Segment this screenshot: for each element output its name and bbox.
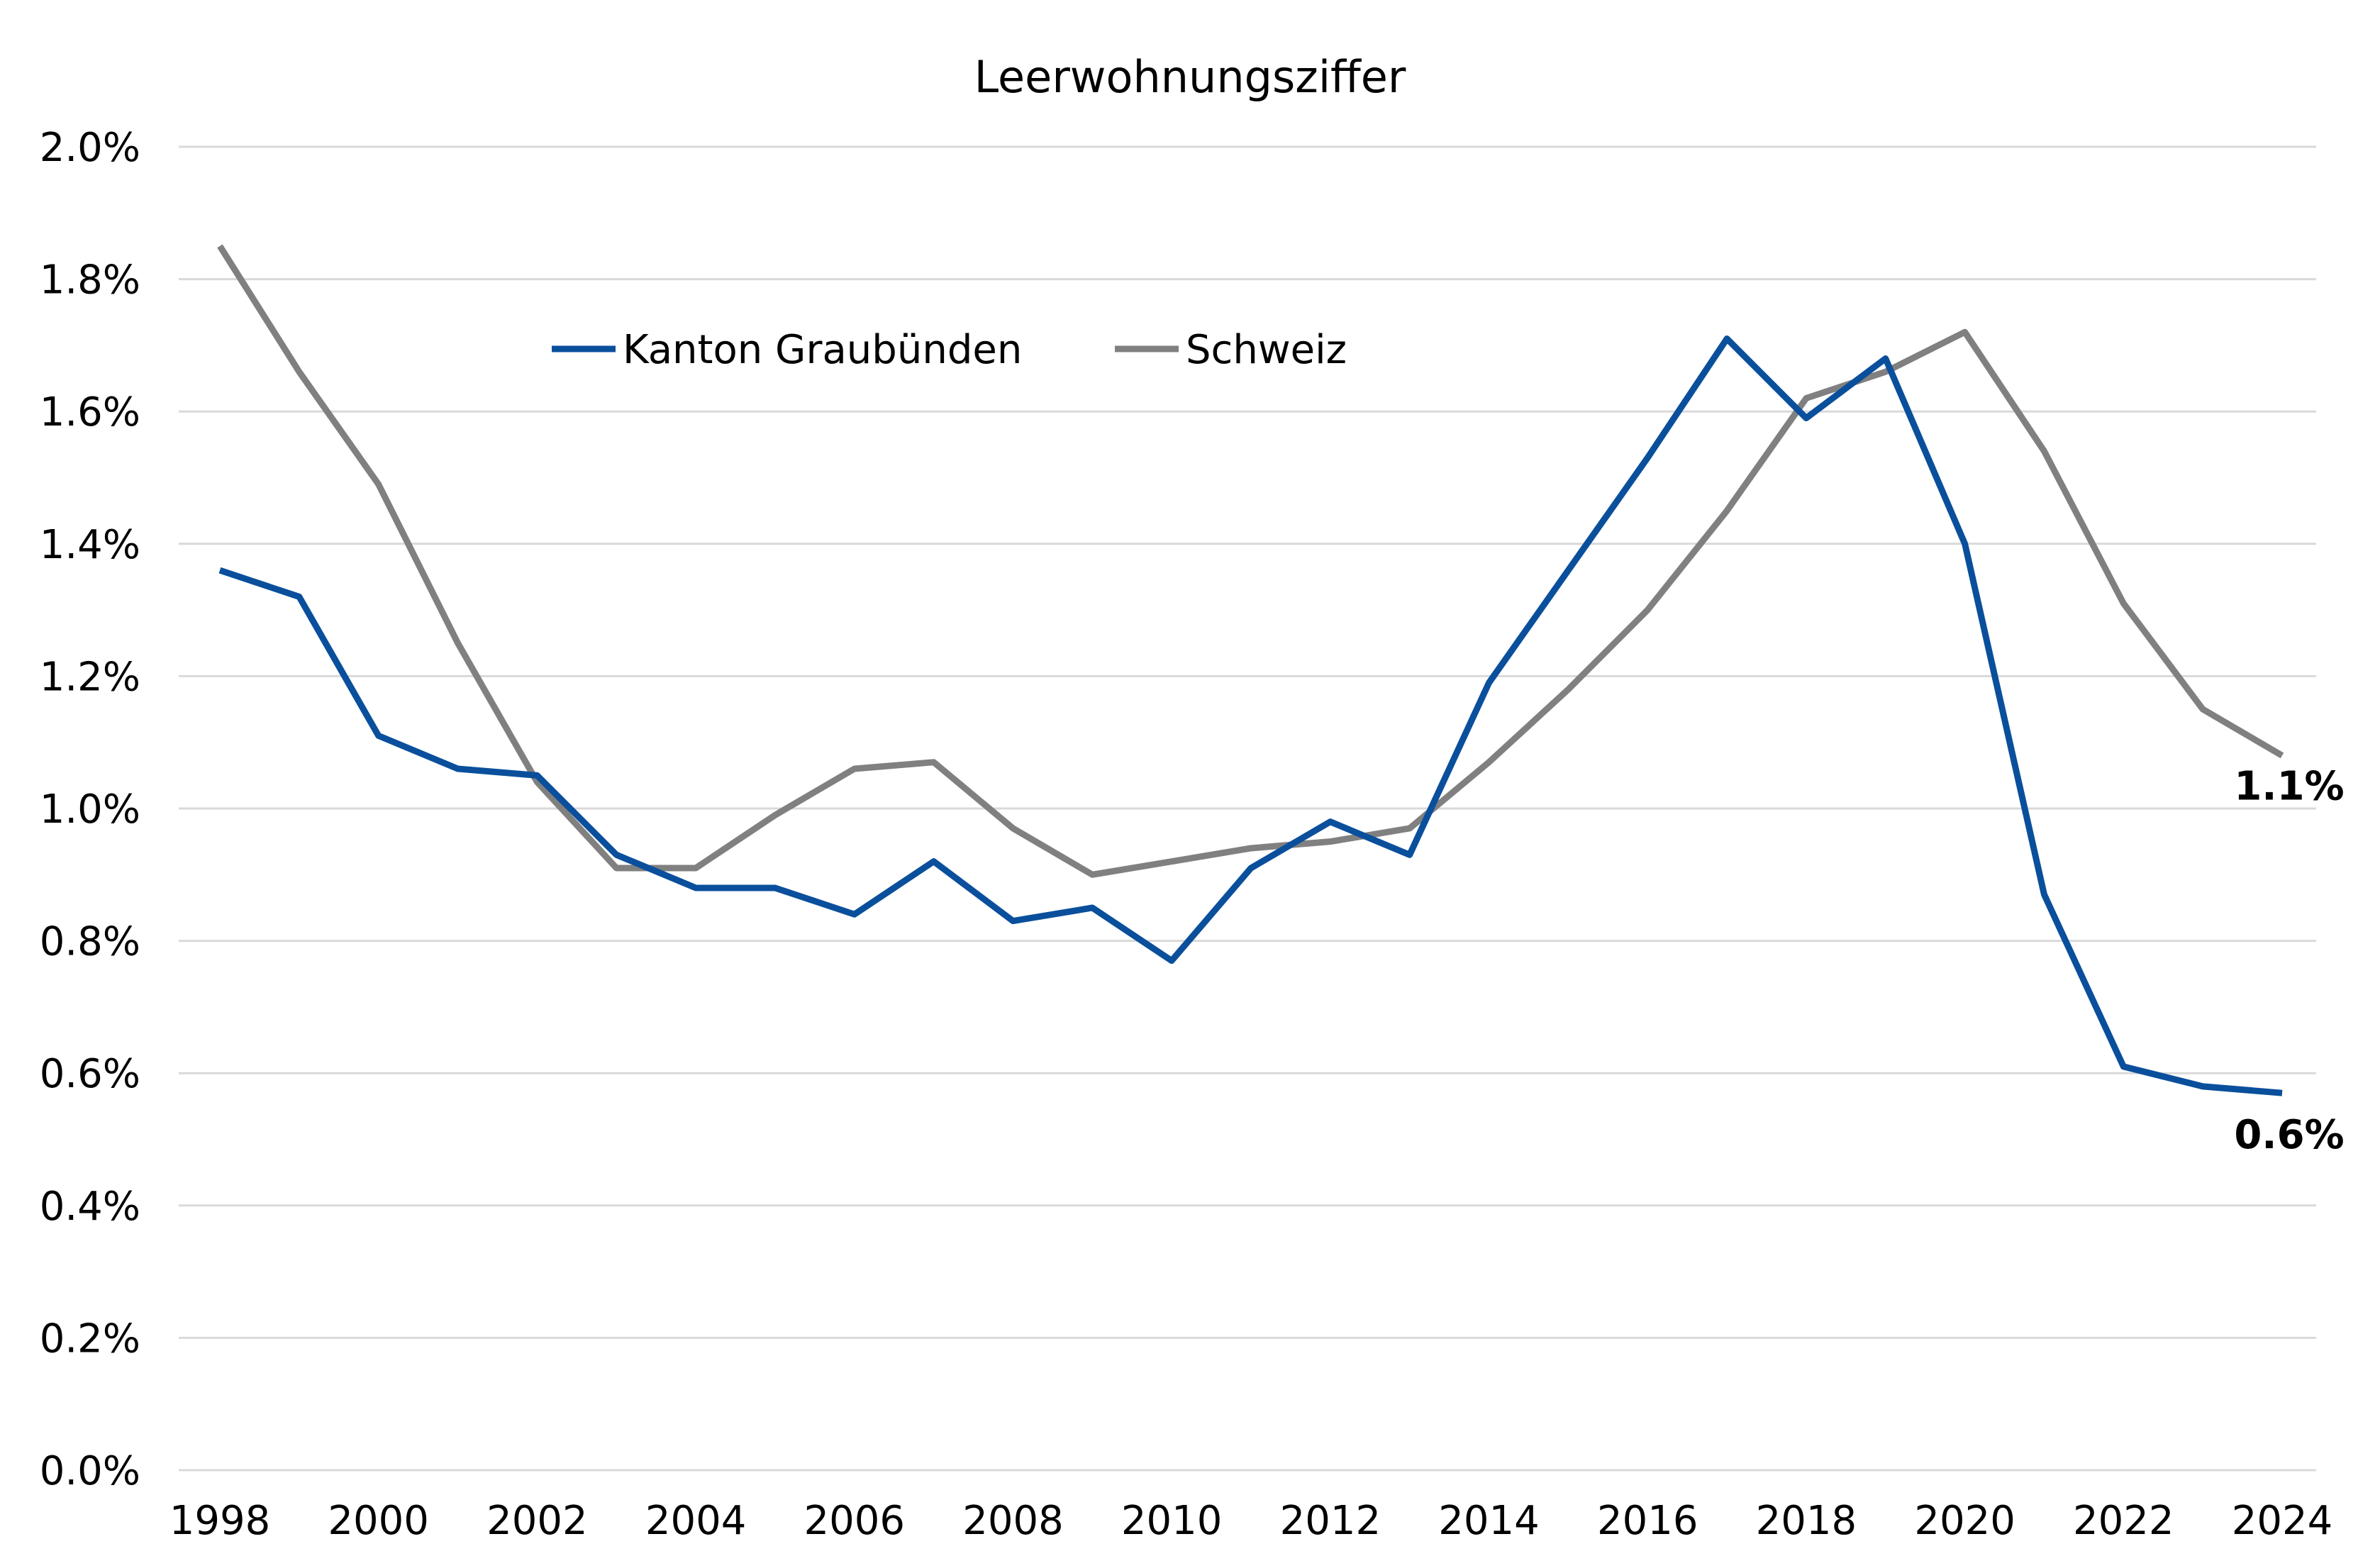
legend: Kanton Graubünden Schweiz <box>552 327 1347 373</box>
x-tick-label: 2002 <box>486 1498 588 1544</box>
x-axis-ticks: 1998 2000 2002 2004 2006 2008 2010 2012 2014 2016… <box>169 1498 2333 1544</box>
series-line-kanton-graub-nden <box>218 335 2283 1096</box>
y-tick-label: 1.4% <box>40 522 140 568</box>
x-tick-label: 2020 <box>1914 1498 2015 1544</box>
x-tick-label: 2014 <box>1438 1498 1540 1544</box>
y-tick-label: 1.2% <box>40 654 140 700</box>
x-tick-label: 2018 <box>1756 1498 1857 1544</box>
x-tick-label: 2024 <box>2232 1498 2333 1544</box>
x-tick-label: 2022 <box>2073 1498 2174 1544</box>
x-tick-label: 2008 <box>962 1498 1064 1544</box>
end-value-label: 1.1% <box>2234 763 2344 809</box>
x-tick-label: 2012 <box>1280 1498 1381 1544</box>
chart-title: Leerwohnungsziffer <box>974 51 1406 103</box>
y-axis-ticks: 0.0% 0.2% 0.4% 0.6% 0.8% 1.0% 1.2% 1.4% 1.6% 1.8%… <box>40 125 140 1494</box>
y-tick-label: 0.2% <box>40 1316 140 1362</box>
x-tick-label: 2010 <box>1121 1498 1223 1544</box>
y-tick-label: 0.8% <box>40 919 140 965</box>
gridlines <box>179 145 2316 1472</box>
y-tick-label: 0.4% <box>40 1184 140 1230</box>
y-tick-label: 1.8% <box>40 257 140 304</box>
y-tick-label: 0.6% <box>40 1051 140 1097</box>
x-tick-label: 1998 <box>169 1498 271 1544</box>
series-line-schweiz <box>217 244 2284 878</box>
x-tick-label: 2006 <box>804 1498 906 1544</box>
x-tick-label: 2000 <box>328 1498 429 1544</box>
y-tick-label: 1.6% <box>40 389 140 435</box>
y-tick-label: 2.0% <box>40 125 140 171</box>
legend-label: Kanton Graubünden <box>623 327 1022 373</box>
end-value-label: 0.6% <box>2234 1112 2344 1158</box>
y-tick-label: 1.0% <box>40 787 140 833</box>
x-tick-label: 2004 <box>645 1498 747 1544</box>
legend-label: Schweiz <box>1186 327 1347 373</box>
y-tick-label: 0.0% <box>40 1448 140 1494</box>
end-labels: 0.6% 1.1% <box>2234 763 2344 1158</box>
series-lines <box>217 244 2284 1096</box>
x-tick-label: 2016 <box>1597 1498 1698 1544</box>
